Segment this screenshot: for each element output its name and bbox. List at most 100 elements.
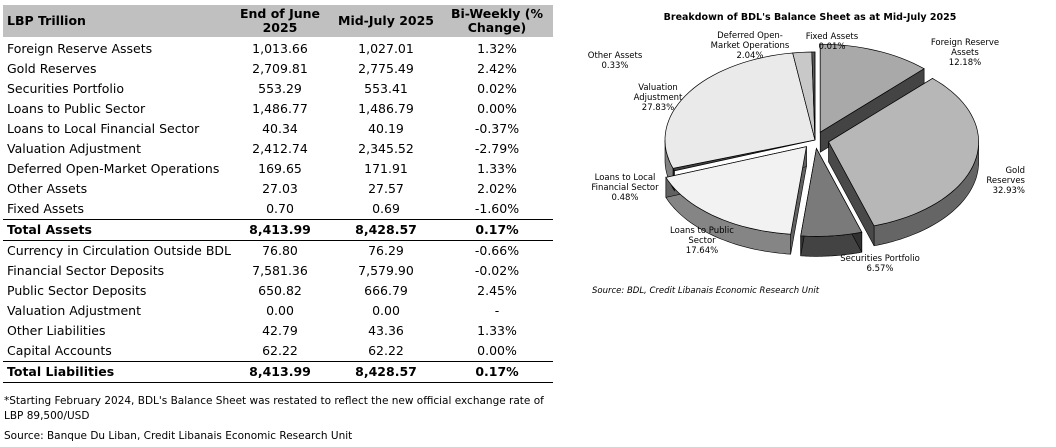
asset-row: Other Assets 27.03 27.57 2.02% <box>3 179 553 199</box>
asset-row: Foreign Reserve Assets 1,013.66 1,027.01 1.… <box>3 37 553 59</box>
row-label: Deferred Open-Market Operations <box>7 161 220 176</box>
row-mid-july: 62.22 <box>368 343 404 358</box>
asset-row: Deferred Open-Market Operations 169.65 171… <box>3 159 553 179</box>
restatement-note: *Starting February 2024, BDL's Balance S… <box>4 395 544 422</box>
row-label: Valuation Adjustment <box>7 303 141 318</box>
row-end-of-june: 650.82 <box>258 283 302 298</box>
row-change: -0.66% <box>474 243 520 258</box>
pie-slice <box>665 146 807 235</box>
row-label: Fixed Assets <box>7 201 85 216</box>
row-label: Other Liabilities <box>7 323 106 338</box>
row-change: -0.02% <box>474 263 520 278</box>
liability-row: Capital Accounts 62.22 62.22 0.00% <box>3 341 553 362</box>
row-end-of-june: 27.03 <box>262 181 298 196</box>
row-label: Valuation Adjustment <box>7 141 141 156</box>
row-change: 2.02% <box>477 181 517 196</box>
asset-row: Valuation Adjustment 2,412.74 2,345.52 -2.7… <box>3 139 553 159</box>
row-mid-july: 8,428.57 <box>331 361 441 383</box>
row-change: -2.79% <box>474 141 520 156</box>
asset-row: Securities Portfolio 553.29 553.41 0.02% <box>3 79 553 99</box>
pie-slice-label: Deferred Open-Market Operations 2.04% <box>711 31 790 61</box>
pie-slice-label: Loans to Public Sector 17.64% <box>670 226 734 256</box>
pie-slice <box>828 77 979 227</box>
total-assets-row: Total Assets 8,413.99 8,428.57 0.17% <box>3 219 553 241</box>
balance-sheet-table-container: LBP Trillion End of June 2025 Mid-July 2… <box>3 5 553 383</box>
asset-row: Loans to Public Sector 1,486.77 1,486.79 0.… <box>3 99 553 119</box>
row-change: -0.37% <box>474 121 520 136</box>
row-change: 1.33% <box>477 161 517 176</box>
row-end-of-june: 8,413.99 <box>229 219 331 241</box>
pie-slice-label: Securities Portfolio 6.57% <box>840 254 920 274</box>
row-end-of-june: 2,412.74 <box>252 141 308 156</box>
row-mid-july: 0.69 <box>372 201 400 216</box>
total-liabilities-row: Total Liabilities 8,413.99 8,428.57 0.17% <box>3 361 553 383</box>
header-mid-july: Mid-July 2025 <box>331 5 441 37</box>
pie-slice <box>800 147 863 237</box>
row-mid-july: 0.00 <box>372 303 400 318</box>
liability-row: Valuation Adjustment 0.00 0.00 - <box>3 301 553 321</box>
row-change: 1.33% <box>477 323 517 338</box>
row-mid-july: 40.19 <box>368 121 404 136</box>
row-change: 0.00% <box>477 343 517 358</box>
pie-slice-label: Loans to Local Financial Sector 0.48% <box>591 173 659 203</box>
row-label: Capital Accounts <box>7 343 112 358</box>
pie-slice-label: Fixed Assets 0.01% <box>806 32 859 52</box>
row-label: Loans to Local Financial Sector <box>7 121 200 136</box>
chart-source: Source: BDL, Credit Libanais Economic Re… <box>592 286 820 296</box>
row-end-of-june: 8,413.99 <box>229 361 331 383</box>
row-end-of-june: 7,581.36 <box>252 263 308 278</box>
chart-title: Breakdown of BDL's Balance Sheet as at M… <box>663 12 957 23</box>
row-change: 0.00% <box>477 101 517 116</box>
row-end-of-june: 42.79 <box>262 323 298 338</box>
row-change: - <box>494 303 500 318</box>
pie-slice-label: Gold Reserves 32.93% <box>986 166 1025 196</box>
table-source: Source: Banque Du Liban, Credit Libanais… <box>4 430 353 442</box>
header-label: LBP Trillion <box>3 5 229 37</box>
row-mid-july: 171.91 <box>364 161 408 176</box>
liability-row: Financial Sector Deposits 7,581.36 7,579.9… <box>3 261 553 281</box>
row-label: Currency in Circulation Outside BDL <box>7 243 231 258</box>
liability-row: Currency in Circulation Outside BDL 76.80… <box>3 241 553 262</box>
liability-row: Other Liabilities 42.79 43.36 1.33% <box>3 321 553 341</box>
row-mid-july: 76.29 <box>368 243 404 258</box>
row-end-of-june: 76.80 <box>262 243 298 258</box>
pie-slice-label: Valuation Adjustment 27.83% <box>634 83 683 113</box>
row-mid-july: 553.41 <box>364 81 408 96</box>
row-label: Loans to Public Sector <box>7 101 146 116</box>
header-end-of-june: End of June 2025 <box>229 5 331 37</box>
row-end-of-june: 40.34 <box>262 121 298 136</box>
row-end-of-june: 2,709.81 <box>252 61 308 76</box>
row-mid-july: 27.57 <box>368 181 404 196</box>
row-label: Total Assets <box>3 219 229 241</box>
row-mid-july: 666.79 <box>364 283 408 298</box>
row-end-of-june: 0.00 <box>266 303 294 318</box>
row-label: Total Liabilities <box>3 361 229 383</box>
row-label: Public Sector Deposits <box>7 283 147 298</box>
row-change: 0.02% <box>477 81 517 96</box>
pie-slice <box>819 43 925 133</box>
row-mid-july: 1,486.79 <box>358 101 414 116</box>
row-label: Securities Portfolio <box>7 81 125 96</box>
row-label: Other Assets <box>7 181 88 196</box>
row-change: 2.42% <box>477 61 517 76</box>
row-mid-july: 2,345.52 <box>358 141 414 156</box>
row-end-of-june: 169.65 <box>258 161 302 176</box>
row-change: 1.32% <box>477 41 517 56</box>
row-change: 0.17% <box>441 361 553 383</box>
row-end-of-june: 1,013.66 <box>252 41 308 56</box>
row-mid-july: 43.36 <box>368 323 404 338</box>
row-label: Gold Reserves <box>7 61 97 76</box>
pie-slice-label: Other Assets 0.33% <box>588 51 643 71</box>
row-mid-july: 7,579.90 <box>358 263 414 278</box>
row-change: -1.60% <box>474 201 520 216</box>
pie-slice-label: Foreign Reserve Assets 12.18% <box>931 38 999 68</box>
row-end-of-june: 1,486.77 <box>252 101 308 116</box>
row-label: Financial Sector Deposits <box>7 263 165 278</box>
pie-slice <box>664 52 816 169</box>
asset-row: Fixed Assets 0.70 0.69 -1.60% <box>3 199 553 220</box>
row-end-of-june: 0.70 <box>266 201 294 216</box>
balance-sheet-table: LBP Trillion End of June 2025 Mid-July 2… <box>3 5 553 383</box>
row-mid-july: 8,428.57 <box>331 219 441 241</box>
pie-chart: Foreign Reserve Assets 12.18% Gold Reserves 3… <box>588 31 1026 274</box>
liability-row: Public Sector Deposits 650.82 666.79 2.45% <box>3 281 553 301</box>
